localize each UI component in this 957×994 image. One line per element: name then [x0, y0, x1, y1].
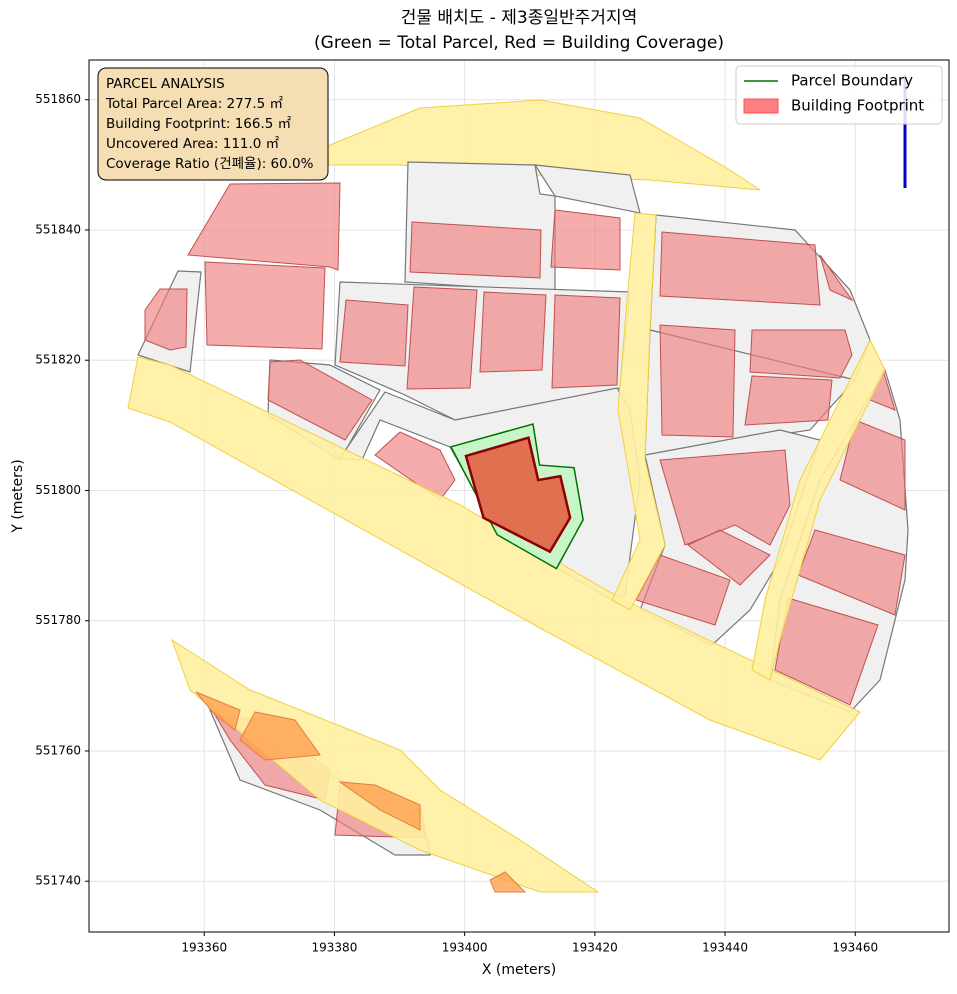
building	[406, 286, 478, 390]
building	[409, 221, 542, 279]
annotation-box	[97, 67, 329, 181]
legend-box	[735, 65, 943, 125]
x-tick-label: 193360	[181, 941, 227, 955]
building	[749, 329, 853, 379]
building	[551, 294, 621, 389]
annotation-line: Coverage Ratio (건폐율): 60.0%	[106, 156, 314, 172]
building-orange	[489, 871, 527, 893]
building-footprint	[464, 436, 572, 554]
plot-frame	[88, 59, 950, 933]
building-orange	[195, 691, 241, 731]
building	[187, 182, 341, 271]
building	[687, 529, 771, 586]
building	[797, 529, 906, 616]
annotation-line: Uncovered Area: 111.0 ㎡	[106, 136, 280, 152]
building	[839, 419, 906, 511]
x-tick-label: 193380	[312, 941, 358, 955]
building	[550, 209, 621, 271]
building	[659, 324, 736, 438]
building	[774, 597, 879, 706]
building-orange	[338, 781, 421, 831]
x-axis-label: X (meters)	[482, 962, 556, 978]
legend-label: Parcel Boundary	[791, 72, 913, 90]
road	[751, 338, 886, 681]
y-axis-label: Y (meters)	[10, 459, 26, 533]
x-tick-label: 193420	[572, 941, 618, 955]
building	[659, 231, 821, 306]
y-tick-label: 551800	[35, 483, 81, 497]
annotation-line: Building Footprint: 166.5 ㎡	[106, 116, 292, 132]
building	[339, 299, 409, 367]
y-tick-label: 551780	[35, 613, 81, 627]
building	[144, 288, 188, 351]
y-tick-label: 551760	[35, 743, 81, 757]
building	[479, 291, 547, 373]
road	[171, 638, 600, 893]
y-tick-label: 551740	[35, 874, 81, 888]
building	[204, 261, 326, 350]
y-tick-label: 551860	[35, 92, 81, 106]
road	[127, 356, 861, 761]
x-tick-label: 193400	[442, 941, 488, 955]
annotation: PARCEL ANALYSIS Total Parcel Area: 277.5 …	[97, 67, 329, 181]
road	[611, 212, 666, 611]
legend: Parcel Boundary Building Footprint	[735, 65, 943, 125]
x-tick-label: 193440	[702, 941, 748, 955]
x-tick-label: 193460	[832, 941, 878, 955]
chart-subtitle: (Green = Total Parcel, Red = Building Co…	[314, 33, 724, 53]
building	[819, 254, 854, 302]
y-tick-label: 551820	[35, 353, 81, 367]
legend-swatch	[743, 98, 779, 114]
annotation-line: PARCEL ANALYSIS	[106, 76, 225, 92]
chart-title: 건물 배치도 - 제3종일반주거지역	[401, 8, 637, 28]
building-orange	[239, 711, 321, 761]
highlight	[449, 423, 584, 570]
background-map	[127, 75, 909, 893]
annotation-line: Total Parcel Area: 277.5 ㎡	[105, 96, 283, 112]
building	[267, 359, 373, 441]
building	[744, 375, 833, 426]
y-tick-label: 551840	[35, 222, 81, 236]
legend-label: Building Footprint	[791, 97, 924, 115]
building	[659, 449, 791, 546]
